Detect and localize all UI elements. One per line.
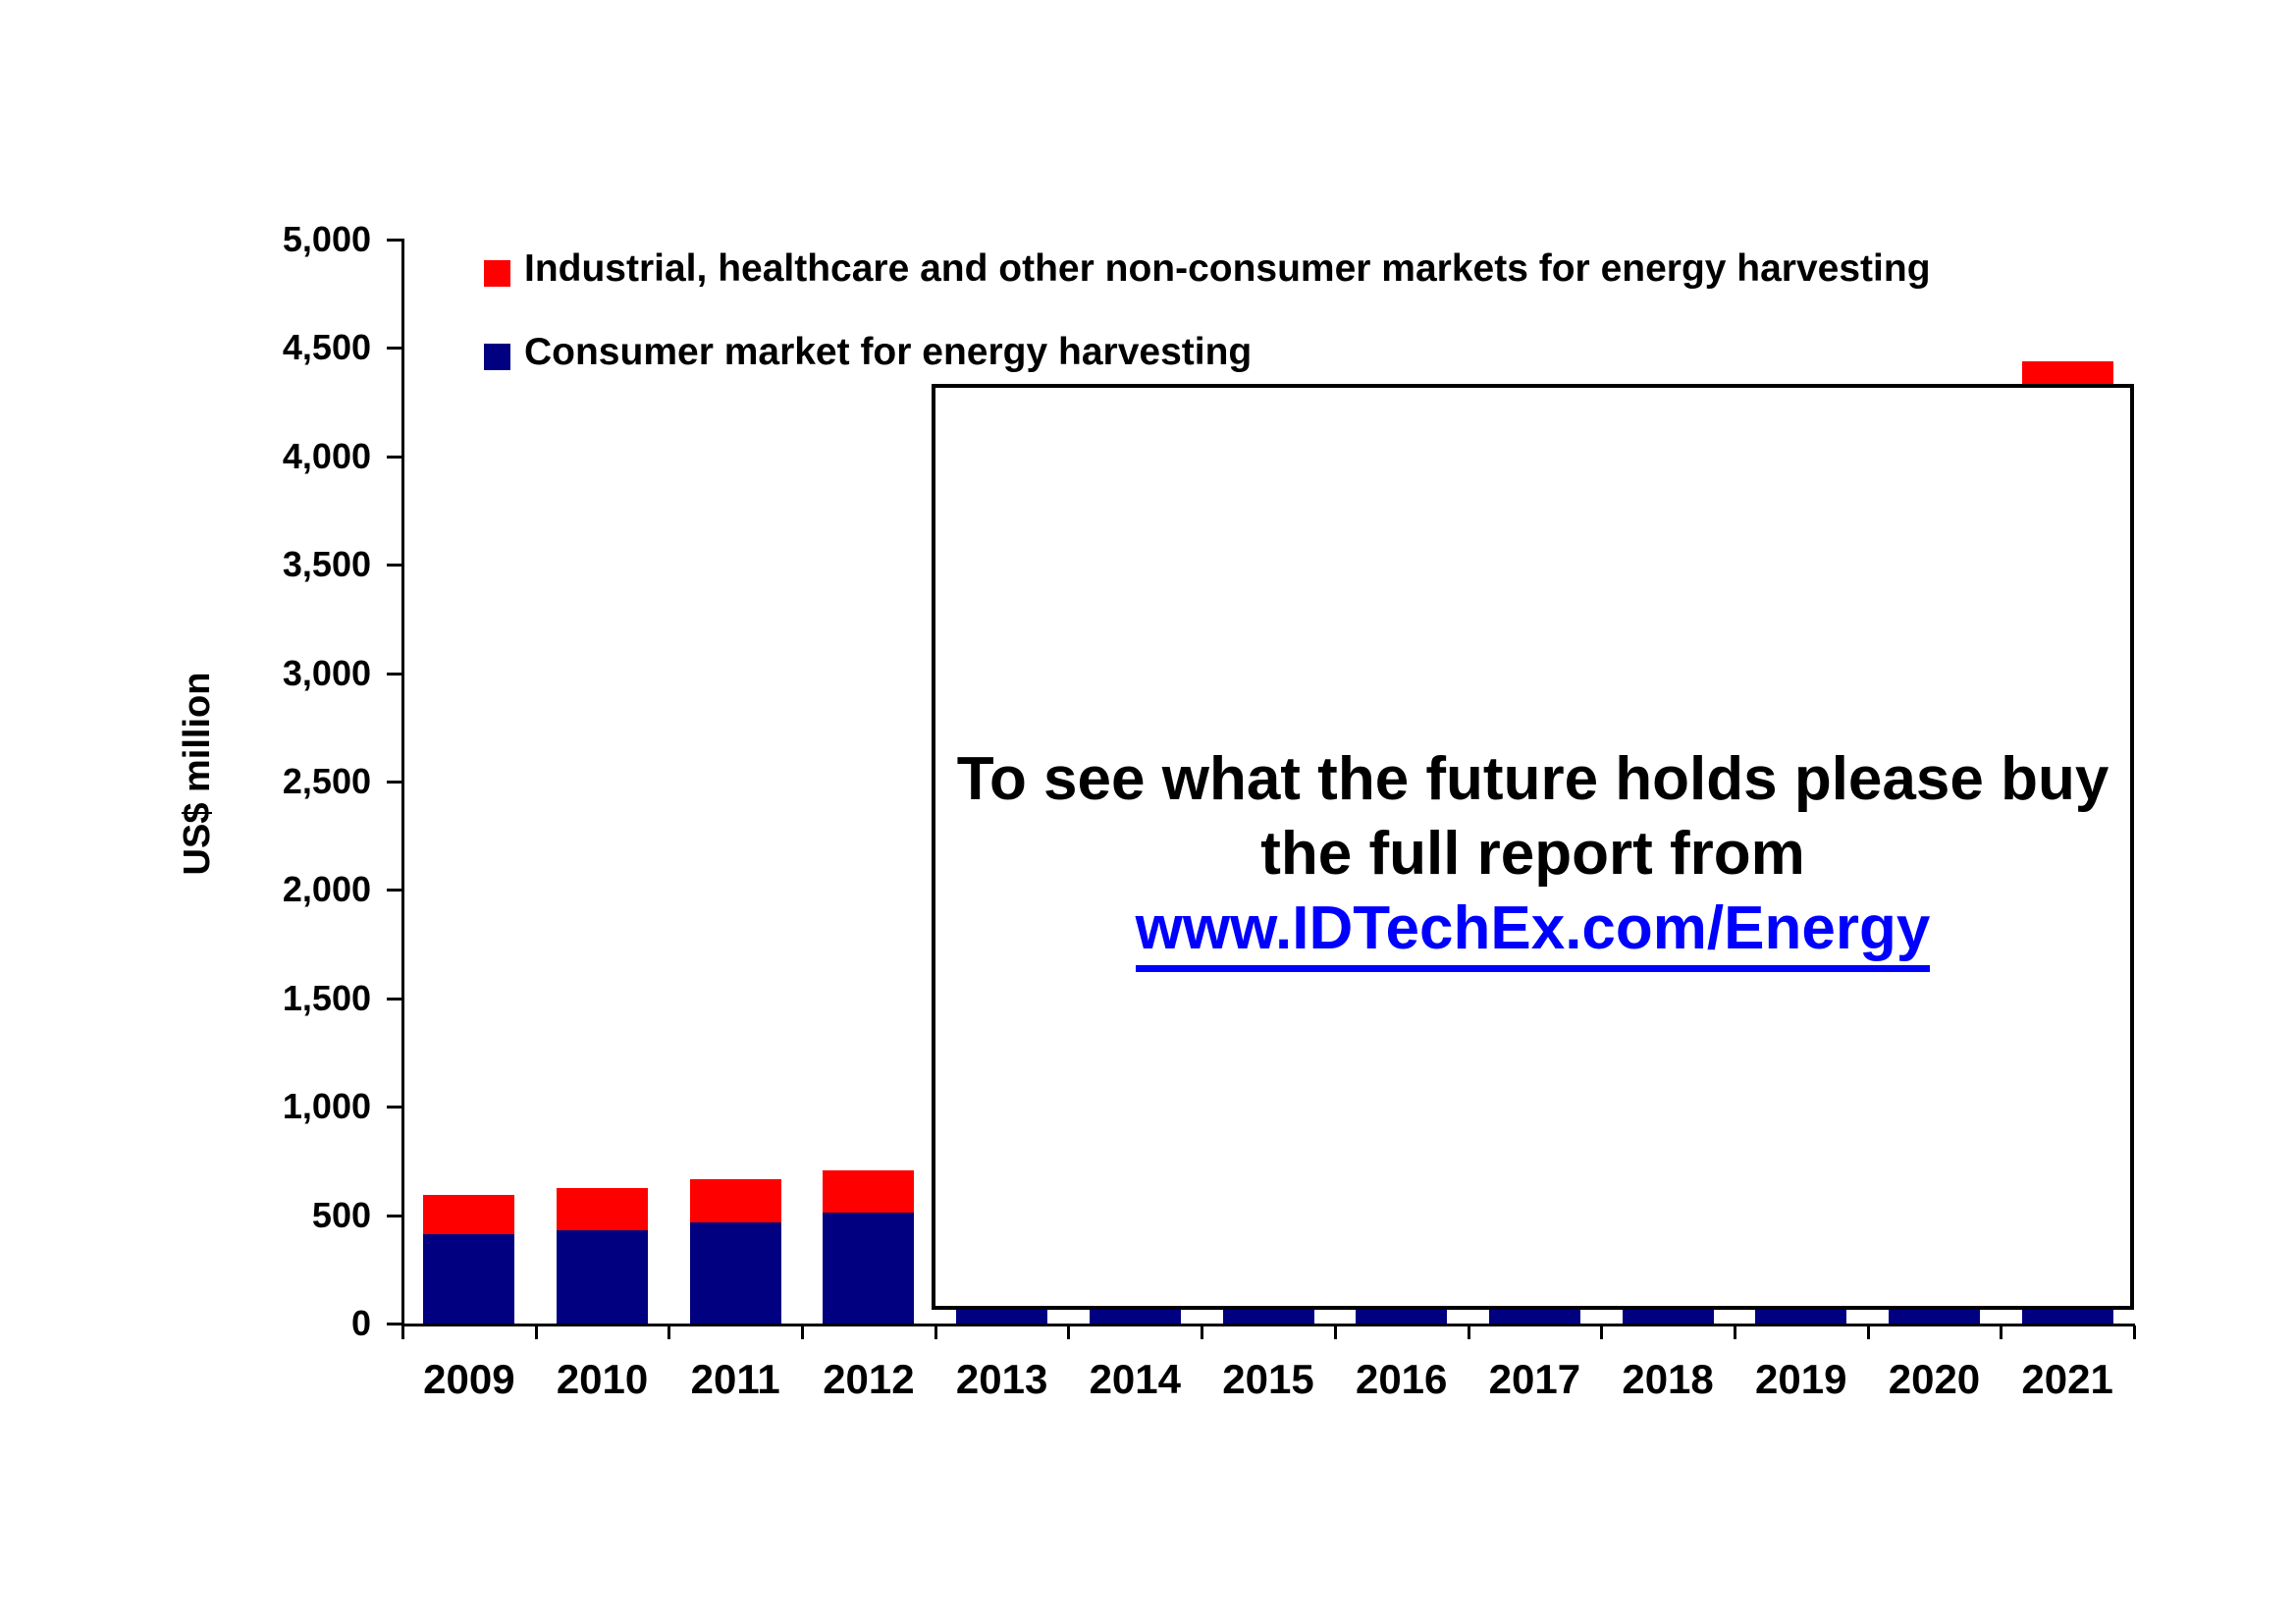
x-tick-label: 2012 — [823, 1356, 915, 1402]
y-tick — [387, 1106, 402, 1109]
promo-line-3: www.IDTechEx.com/Energy — [932, 892, 2134, 972]
y-tick-label: 2,000 — [282, 869, 371, 910]
y-tick — [387, 1323, 402, 1325]
y-tick — [387, 455, 402, 459]
bar-2021-consumer — [2021, 1308, 2113, 1324]
y-tick — [387, 239, 402, 242]
legend-label-consumer: Consumer market for energy harvesting — [524, 331, 1253, 373]
x-tick-label: 2018 — [1622, 1356, 1714, 1402]
y-tick-label: 1,000 — [282, 1086, 371, 1127]
x-tick-label: 2020 — [1888, 1356, 1981, 1402]
y-tick-label: 4,000 — [282, 435, 371, 476]
bar-2012-consumer — [823, 1213, 915, 1324]
x-tick-label: 2010 — [556, 1356, 649, 1402]
x-tick — [934, 1325, 937, 1339]
x-tick — [1201, 1325, 1204, 1339]
x-tick-label: 2017 — [1488, 1356, 1581, 1402]
y-tick-label: 5,000 — [282, 219, 371, 259]
x-tick — [1067, 1325, 1071, 1339]
bar-2010-consumer — [557, 1230, 649, 1324]
bar-2019-consumer — [1755, 1308, 1847, 1324]
y-tick-label: 3,500 — [282, 544, 371, 585]
promo-line-1: To see what the future holds please buy — [956, 745, 2109, 813]
bar-2014-consumer — [1089, 1308, 1181, 1324]
bar-2009-industrial — [423, 1194, 515, 1235]
legend-swatch-industrial-icon — [484, 260, 510, 287]
bar-2015-consumer — [1222, 1308, 1314, 1324]
bar-2013-consumer — [956, 1308, 1048, 1324]
x-tick-label: 2015 — [1222, 1356, 1314, 1402]
bar-2010-industrial — [557, 1188, 649, 1231]
y-tick-label: 0 — [350, 1303, 371, 1343]
x-tick — [1467, 1325, 1470, 1339]
x-tick-label: 2013 — [955, 1356, 1048, 1402]
x-tick — [1733, 1325, 1736, 1339]
promo-message: To see what the future holds please buy … — [932, 742, 2134, 972]
y-tick-label: 2,500 — [282, 761, 371, 801]
x-tick — [401, 1325, 404, 1339]
bar-2011-industrial — [689, 1179, 781, 1223]
y-tick — [387, 997, 402, 1001]
x-tick — [1866, 1325, 1870, 1339]
x-tick-label: 2019 — [1755, 1356, 1847, 1402]
y-axis-line — [401, 239, 404, 1325]
y-tick — [387, 1214, 402, 1217]
promo-line-2: the full report from — [1260, 820, 1805, 888]
y-tick — [387, 347, 402, 351]
bar-2011-consumer — [689, 1222, 781, 1324]
x-tick — [1600, 1325, 1604, 1339]
idtechex-link[interactable]: www.IDTechEx.com/Energy — [1135, 894, 1931, 972]
x-tick-label: 2016 — [1355, 1356, 1448, 1402]
y-tick — [387, 672, 402, 676]
y-tick-label: 4,500 — [282, 327, 371, 368]
y-tick-label: 3,000 — [282, 652, 371, 693]
y-tick — [387, 889, 402, 893]
x-tick-label: 2014 — [1089, 1356, 1182, 1402]
y-tick — [387, 781, 402, 784]
bar-2009-consumer — [423, 1234, 515, 1324]
x-tick — [2133, 1325, 2136, 1339]
bar-2012-industrial — [823, 1170, 915, 1214]
x-tick — [2000, 1325, 2003, 1339]
bar-2020-consumer — [1888, 1308, 1980, 1324]
x-tick — [534, 1325, 538, 1339]
y-tick-label: 500 — [311, 1194, 371, 1235]
x-tick-label: 2021 — [2021, 1356, 2113, 1402]
promo-overlay-box — [932, 384, 2134, 1310]
x-tick — [801, 1325, 805, 1339]
y-tick-label: 1,500 — [282, 977, 371, 1018]
legend-label-industrial: Industrial, healthcare and other non-con… — [524, 247, 1931, 290]
bar-2017-consumer — [1488, 1308, 1580, 1324]
x-axis-line — [401, 1324, 2135, 1326]
x-tick — [1333, 1325, 1337, 1339]
bar-2016-consumer — [1356, 1308, 1448, 1324]
bar-2018-consumer — [1622, 1308, 1714, 1324]
x-tick — [667, 1325, 671, 1339]
x-tick-label: 2009 — [423, 1356, 515, 1402]
x-tick-label: 2011 — [690, 1356, 780, 1402]
y-tick — [387, 564, 402, 568]
legend-swatch-consumer-icon — [484, 344, 510, 370]
